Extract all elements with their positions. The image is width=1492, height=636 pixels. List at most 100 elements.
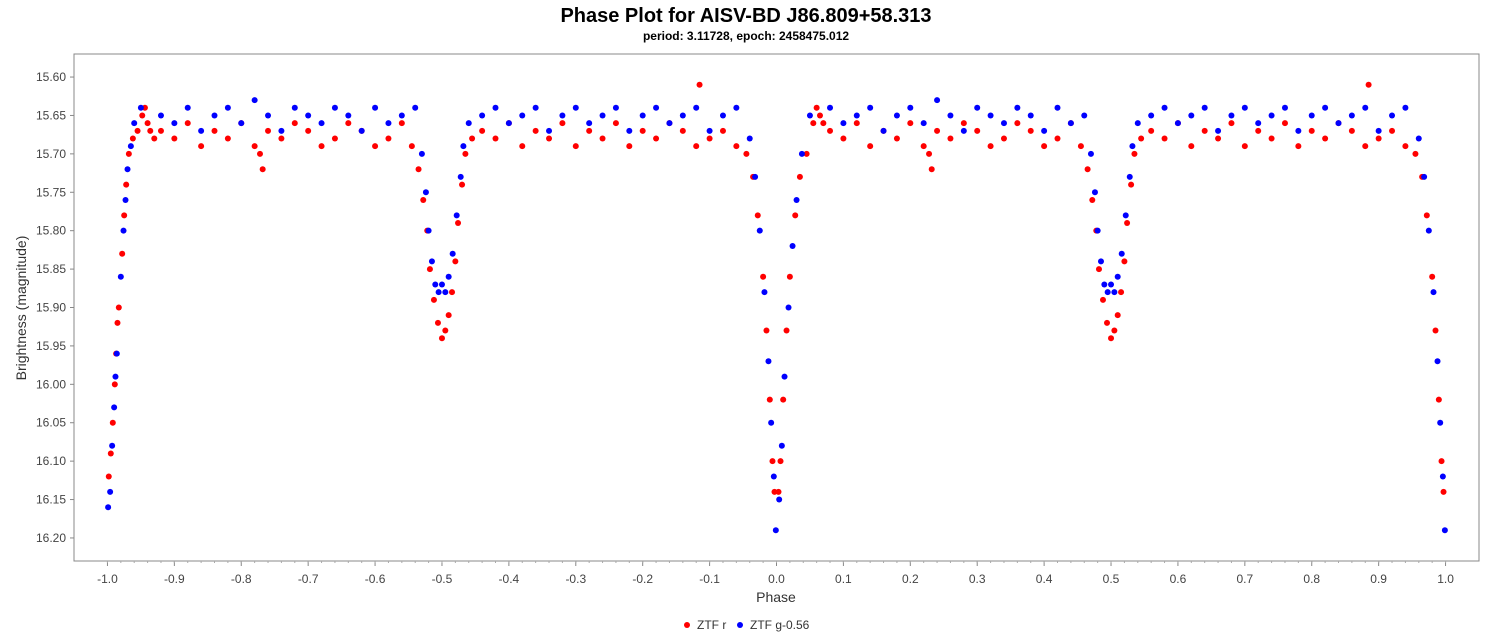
data-point: [184, 120, 191, 127]
data-point: [1099, 296, 1106, 303]
data-point: [768, 419, 775, 426]
data-point: [1228, 120, 1235, 127]
data-point: [546, 135, 553, 142]
data-point: [422, 189, 429, 196]
data-point: [816, 112, 823, 119]
data-point: [459, 181, 466, 188]
data-point: [125, 150, 132, 157]
data-point: [639, 112, 646, 119]
data-point: [291, 104, 298, 111]
data-point: [251, 143, 258, 150]
data-point: [112, 373, 119, 380]
data-point: [719, 127, 726, 134]
x-tick-label: -0.7: [298, 572, 319, 586]
data-point: [1423, 212, 1430, 219]
data-point: [385, 120, 392, 127]
data-point: [746, 135, 753, 142]
data-point: [706, 127, 713, 134]
data-point: [120, 227, 127, 234]
data-point: [105, 473, 112, 480]
data-point: [776, 496, 783, 503]
data-point: [1228, 112, 1235, 119]
data-point: [572, 143, 579, 150]
x-tick-label: 0.3: [969, 572, 986, 586]
data-point: [1054, 104, 1061, 111]
data-point: [810, 120, 817, 127]
data-point: [1081, 112, 1088, 119]
data-point: [432, 281, 439, 288]
data-point: [813, 104, 820, 111]
data-point: [259, 166, 266, 173]
data-point: [111, 381, 118, 388]
y-tick-label: 15.80: [36, 224, 66, 238]
data-point: [1295, 127, 1302, 134]
data-point: [947, 112, 954, 119]
legend-marker-ztf-g: [737, 622, 743, 628]
x-tick-label: 0.4: [1036, 572, 1053, 586]
data-point: [265, 127, 272, 134]
data-point: [775, 488, 782, 495]
y-tick-label: 15.90: [36, 301, 66, 315]
data-point: [479, 112, 486, 119]
x-tick-label: 0.7: [1236, 572, 1253, 586]
data-point: [1241, 143, 1248, 150]
data-point: [1095, 266, 1102, 273]
data-point: [693, 104, 700, 111]
data-point: [134, 127, 141, 134]
data-point: [792, 212, 799, 219]
data-point: [1432, 327, 1439, 334]
data-point: [974, 104, 981, 111]
data-point: [798, 150, 805, 157]
data-point: [107, 450, 114, 457]
data-point: [1128, 181, 1135, 188]
data-point: [345, 112, 352, 119]
data-point: [1201, 104, 1208, 111]
data-point: [987, 112, 994, 119]
data-point: [109, 419, 116, 426]
data-point: [1335, 120, 1342, 127]
y-tick-label: 16.00: [36, 377, 66, 391]
data-point: [920, 120, 927, 127]
data-point: [109, 442, 116, 449]
data-point: [1089, 196, 1096, 203]
data-point: [1161, 135, 1168, 142]
data-point: [385, 135, 392, 142]
data-point: [960, 120, 967, 127]
data-point: [1412, 150, 1419, 157]
data-point: [251, 97, 258, 104]
data-point: [1437, 419, 1444, 426]
data-point: [1114, 273, 1121, 280]
data-point: [756, 227, 763, 234]
plot-area: [73, 53, 1480, 562]
data-point: [586, 120, 593, 127]
x-tick-label: -0.2: [632, 572, 653, 586]
data-point: [1215, 127, 1222, 134]
data-point: [119, 250, 126, 257]
x-tick-label: 0.1: [835, 572, 852, 586]
data-point: [559, 112, 566, 119]
data-point: [719, 112, 726, 119]
y-tick-label: 16.10: [36, 454, 66, 468]
data-point: [1111, 327, 1118, 334]
data-point: [769, 458, 776, 465]
data-point: [706, 135, 713, 142]
y-tick-label: 15.95: [36, 339, 66, 353]
data-point: [426, 266, 433, 273]
data-point: [157, 112, 164, 119]
data-point: [1000, 135, 1007, 142]
data-point: [743, 150, 750, 157]
data-point: [1084, 166, 1091, 173]
data-point: [626, 127, 633, 134]
data-point: [1067, 120, 1074, 127]
data-point: [639, 127, 646, 134]
data-point: [442, 327, 449, 334]
x-axis: -1.0 -0.9 -0.8 -0.7 -0.6 -0.5 -0.4 -0.3 -0.2 -0.1…: [97, 561, 1454, 586]
data-point: [1108, 281, 1115, 288]
data-point: [171, 135, 178, 142]
data-point: [117, 273, 124, 280]
data-point: [907, 120, 914, 127]
data-point: [867, 104, 874, 111]
data-point: [1402, 104, 1409, 111]
data-point: [1201, 127, 1208, 134]
data-point: [198, 127, 205, 134]
